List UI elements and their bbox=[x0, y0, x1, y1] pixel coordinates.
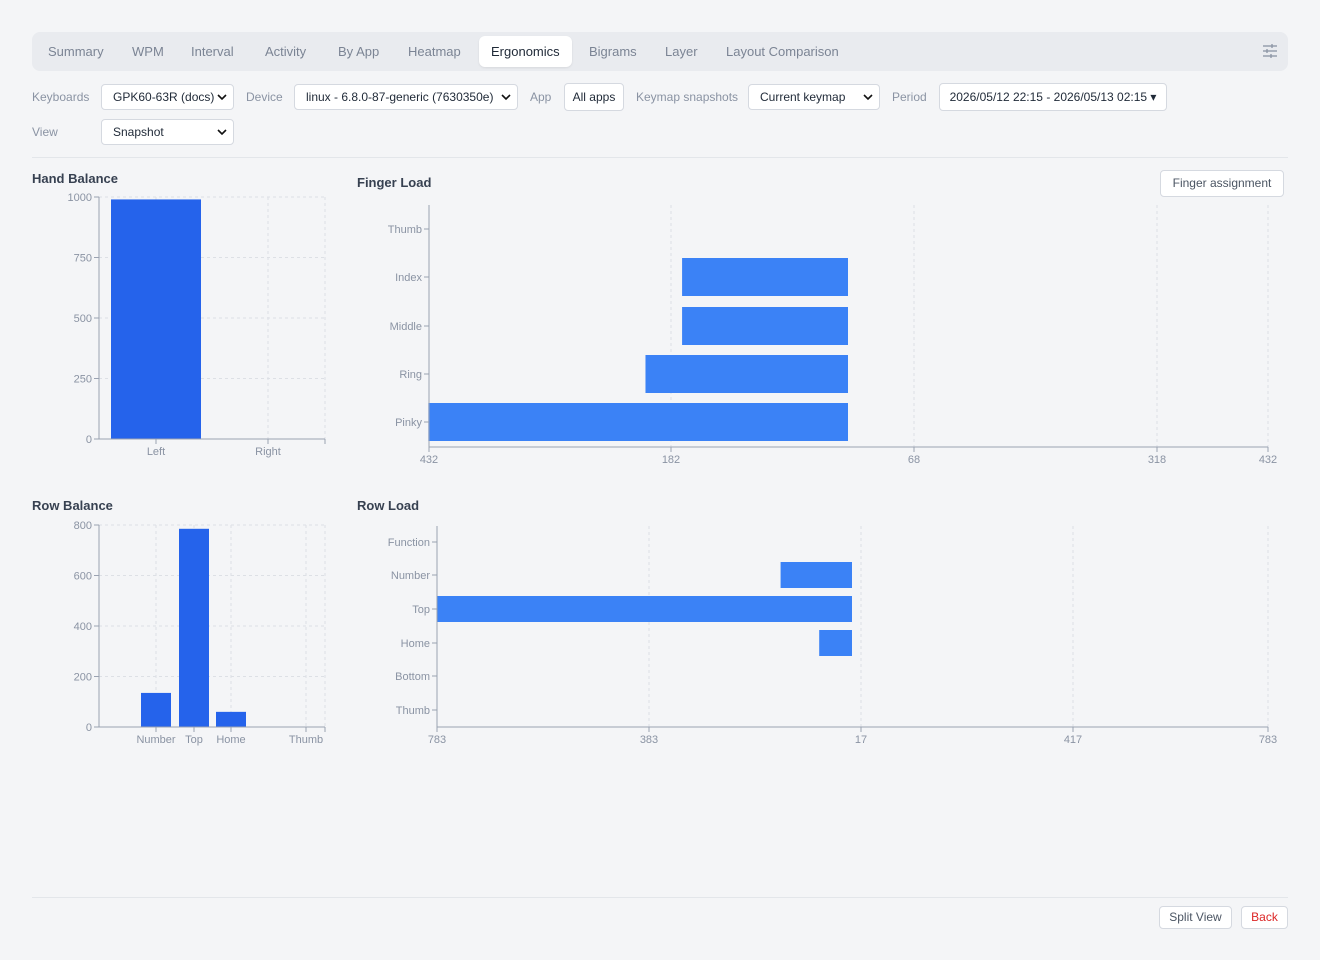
x-tick-label: 783 bbox=[1259, 734, 1277, 746]
y-tick-label: 800 bbox=[74, 520, 92, 532]
y-tick-label: Index bbox=[395, 272, 422, 284]
x-tick-label: 318 bbox=[1148, 454, 1166, 466]
keyboards-label: Keyboards bbox=[32, 90, 90, 104]
bar-ring bbox=[645, 355, 848, 393]
bar-number bbox=[141, 692, 171, 727]
app-button[interactable]: All apps bbox=[564, 83, 624, 111]
y-tick-label: 0 bbox=[86, 722, 92, 734]
x-tick-label: 68 bbox=[908, 454, 920, 466]
finger-load-title: Finger Load bbox=[357, 175, 432, 190]
y-tick-label: Middle bbox=[390, 321, 422, 333]
y-tick-label: 1000 bbox=[68, 192, 92, 204]
y-tick-label: 500 bbox=[74, 313, 92, 325]
hand-balance-title: Hand Balance bbox=[32, 171, 118, 186]
bar-index bbox=[682, 258, 848, 296]
bar-top bbox=[179, 528, 209, 727]
keyboards-select[interactable]: GPK60-63R (docs) bbox=[101, 84, 234, 110]
chevron-down-icon bbox=[217, 129, 227, 136]
device-select[interactable]: linux - 6.8.0-87-generic (7630350e) bbox=[294, 84, 518, 110]
y-tick-label: Bottom bbox=[395, 671, 430, 683]
x-tick-label: 417 bbox=[1064, 734, 1082, 746]
bar-pinky bbox=[428, 403, 848, 441]
period-label: Period bbox=[892, 90, 927, 104]
tab-bigrams[interactable]: Bigrams bbox=[589, 44, 637, 59]
y-tick-label: Home bbox=[401, 638, 430, 650]
y-tick-label: Thumb bbox=[388, 224, 422, 236]
tab-bar: Summary WPM Interval Activity By App Hea… bbox=[32, 32, 1288, 71]
period-picker[interactable]: 2026/05/12 22:15 - 2026/05/13 02:15 ▾ bbox=[939, 83, 1167, 111]
y-tick-label: Pinky bbox=[395, 417, 422, 429]
tab-by-app[interactable]: By App bbox=[338, 44, 380, 59]
keymap-select[interactable]: Current keymap bbox=[748, 84, 880, 110]
view-label: View bbox=[32, 125, 58, 139]
x-tick-label: 783 bbox=[428, 734, 446, 746]
x-tick-label: Right bbox=[255, 446, 281, 458]
tab-heatmap[interactable]: Heatmap bbox=[408, 44, 461, 59]
bar-middle bbox=[682, 307, 848, 345]
tab-activity[interactable]: Activity bbox=[265, 44, 307, 59]
footer-divider bbox=[32, 897, 1288, 898]
tab-layer[interactable]: Layer bbox=[665, 44, 698, 59]
bar-home bbox=[819, 630, 852, 656]
x-tick-label: 432 bbox=[420, 454, 438, 466]
x-tick-label: Thumb bbox=[289, 734, 323, 746]
y-tick-label: Number bbox=[391, 570, 430, 582]
finger-assignment-button[interactable]: Finger assignment bbox=[1160, 170, 1284, 197]
chevron-down-icon bbox=[217, 94, 227, 101]
y-tick-label: 250 bbox=[74, 374, 92, 386]
row-balance-title: Row Balance bbox=[32, 498, 113, 513]
sliders-icon[interactable] bbox=[1262, 43, 1278, 59]
tab-summary[interactable]: Summary bbox=[48, 44, 104, 59]
keymap-snapshots-label: Keymap snapshots bbox=[636, 90, 739, 104]
x-tick-label: Number bbox=[136, 734, 175, 746]
y-tick-label: 750 bbox=[74, 253, 92, 265]
device-label: Device bbox=[246, 90, 283, 104]
y-tick-label: Ring bbox=[399, 369, 422, 381]
tab-layout-comparison[interactable]: Layout Comparison bbox=[726, 44, 839, 59]
bar-number bbox=[780, 562, 852, 588]
view-select[interactable]: Snapshot bbox=[101, 119, 234, 145]
x-tick-label: 182 bbox=[662, 454, 680, 466]
bar-top bbox=[436, 596, 852, 622]
view-value: Snapshot bbox=[113, 125, 164, 139]
x-tick-label: 17 bbox=[855, 734, 867, 746]
keyboards-value: GPK60-63R (docs) bbox=[113, 90, 215, 104]
device-value: linux - 6.8.0-87-generic (7630350e) bbox=[306, 90, 494, 104]
y-tick-label: 200 bbox=[74, 672, 92, 684]
tab-interval[interactable]: Interval bbox=[191, 44, 234, 59]
y-tick-label: Thumb bbox=[396, 705, 430, 717]
y-tick-label: 400 bbox=[74, 621, 92, 633]
tab-ergonomics[interactable]: Ergonomics bbox=[479, 36, 572, 67]
keymap-value: Current keymap bbox=[760, 90, 846, 104]
x-tick-label: Left bbox=[147, 446, 165, 458]
tab-wpm[interactable]: WPM bbox=[132, 44, 164, 59]
bar-left bbox=[111, 199, 201, 439]
row-load-title: Row Load bbox=[357, 498, 420, 513]
split-view-button[interactable]: Split View bbox=[1159, 906, 1232, 929]
chevron-down-icon bbox=[863, 94, 873, 101]
x-tick-label: Top bbox=[185, 734, 203, 746]
x-tick-label: 383 bbox=[640, 734, 658, 746]
x-tick-label: Home bbox=[216, 734, 245, 746]
y-tick-label: 600 bbox=[74, 571, 92, 583]
back-button[interactable]: Back bbox=[1241, 906, 1288, 929]
bar-home bbox=[216, 711, 246, 727]
x-tick-label: 432 bbox=[1259, 454, 1277, 466]
y-tick-label: Function bbox=[388, 537, 430, 549]
app-label: App bbox=[530, 90, 552, 104]
y-tick-label: 0 bbox=[86, 434, 92, 446]
y-tick-label: Top bbox=[412, 604, 430, 616]
divider bbox=[32, 157, 1288, 158]
chevron-down-icon bbox=[501, 94, 511, 101]
